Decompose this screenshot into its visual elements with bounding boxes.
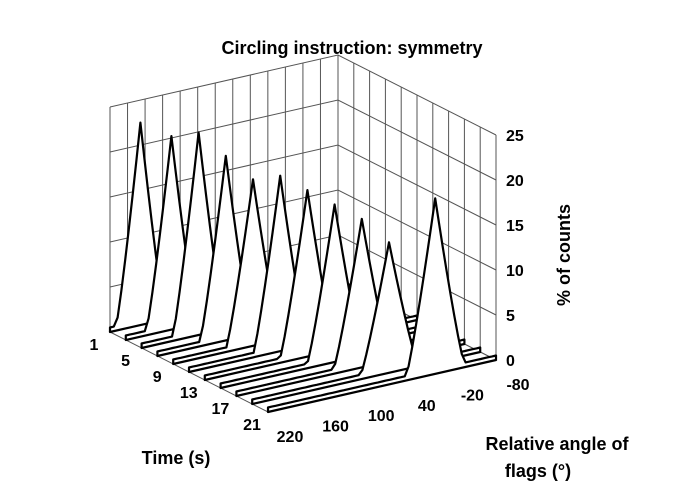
- time-tick-label: 21: [243, 417, 261, 434]
- chart-title: Circling instruction: symmetry: [221, 38, 482, 58]
- z-tick-label: 10: [506, 263, 524, 280]
- series-ribbon-t21: [266, 197, 498, 414]
- time-tick-label: 9: [153, 369, 162, 386]
- angle-axis-label-line-1: Relative angle of: [485, 434, 629, 454]
- z-tick-label: 5: [506, 308, 515, 325]
- grid-line: [109, 189, 497, 271]
- time-axis-label: Time (s): [142, 448, 211, 468]
- z-tick-label: 20: [506, 173, 524, 190]
- angle-tick-label: 40: [418, 398, 436, 415]
- time-tick-label: 13: [180, 385, 198, 402]
- z-tick-label: 15: [506, 218, 524, 235]
- grid-line: [109, 54, 497, 136]
- time-tick-label: 1: [90, 337, 99, 354]
- time-tick-label: 17: [212, 401, 230, 418]
- angle-tick-label: 100: [368, 408, 395, 425]
- z-axis-label: % of counts: [554, 204, 574, 306]
- grid-line: [109, 99, 497, 181]
- angle-tick-label: -80: [506, 377, 529, 394]
- series-ribbons: [108, 121, 498, 414]
- angle-tick-label: -20: [461, 387, 484, 404]
- grid-line: [109, 144, 497, 226]
- angle-axis-label-line-2: flags (°): [505, 461, 571, 481]
- angle-tick-label: 160: [322, 419, 349, 436]
- time-tick-label: 5: [121, 353, 130, 370]
- z-tick-label: 25: [506, 128, 524, 145]
- angle-tick-label: 220: [277, 429, 304, 446]
- z-tick-label: 0: [506, 353, 515, 370]
